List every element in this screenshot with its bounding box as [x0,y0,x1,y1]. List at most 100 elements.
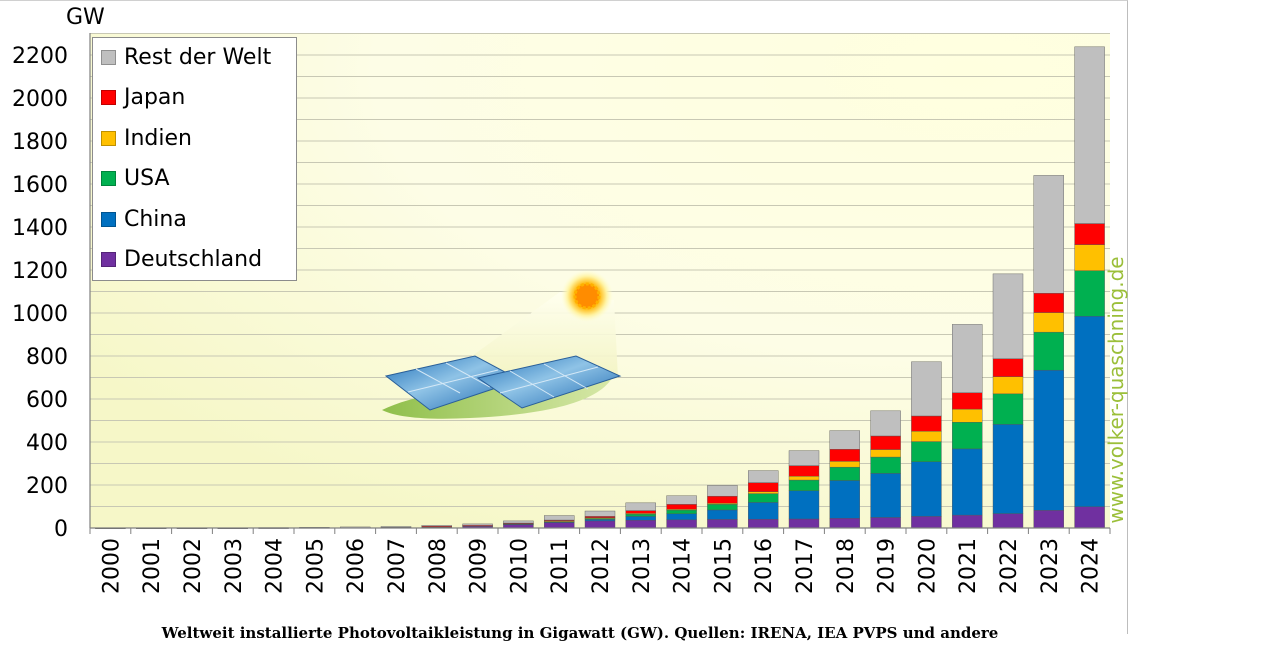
bar-rest-der-welt-2007 [380,526,412,528]
bar-rest-der-welt-2012 [584,510,616,517]
legend-item-usa: USA [101,163,170,193]
bar-rest-der-welt-2024 [1074,46,1105,224]
bar-usa-2024 [1074,270,1105,317]
x-tick-label: 2010 [507,538,532,594]
x-tick-label: 2006 [344,538,369,594]
bar-rest-der-welt-2016 [748,470,779,483]
legend-swatch-china [101,211,116,227]
y-tick-label: 2200 [12,44,68,69]
bar-deutschland-2011 [544,522,575,529]
legend-swatch-japan [101,89,116,105]
bar-deutschland-2016 [748,518,779,529]
x-tick-label: 2020 [915,538,940,594]
bar-usa-2018 [829,466,860,481]
x-tick-label: 2017 [793,538,818,594]
bar-china-2023 [1033,369,1065,511]
bar-usa-2021 [952,422,983,450]
bar-japan-2024 [1074,223,1105,245]
bar-usa-2017 [788,479,820,492]
bar-stack-2018 [829,430,860,529]
watermark-url: www.volker-quaschning.de [1104,256,1128,524]
bar-indien-2022 [992,376,1024,395]
legend-label-japan: Japan [124,84,186,110]
bar-usa-2016 [748,493,779,503]
bar-stack-2020 [911,361,942,529]
y-tick-label: 0 [54,517,68,542]
legend-swatch-rest-der-welt [101,49,116,65]
bar-rest-der-welt-2011 [544,515,575,521]
y-tick-label: 1000 [12,302,68,327]
bar-indien-2018 [829,461,860,468]
bar-china-2016 [748,502,779,520]
bar-rest-der-welt-2017 [788,450,820,466]
bar-japan-2019 [870,435,901,450]
bar-usa-2019 [870,456,901,474]
chart-caption: Weltweit installierte Photovoltaikleistu… [161,624,999,642]
bar-rest-der-welt-2020 [911,361,942,417]
bar-china-2015 [707,509,738,520]
bar-stack-2019 [870,410,901,529]
bar-china-2017 [788,490,820,520]
bar-japan-2016 [748,482,779,492]
legend-swatch-indien [101,130,116,146]
bar-deutschland-2023 [1033,510,1065,529]
bar-stack-2013 [625,502,656,529]
legend-swatch-deutschland [101,251,116,267]
legend-label-rest-der-welt: Rest der Welt [124,44,272,70]
bar-rest-der-welt-2013 [625,502,656,511]
bar-china-2021 [952,448,983,516]
bar-indien-2020 [911,431,942,442]
y-tick-label: 1400 [12,216,68,241]
bar-china-2020 [911,461,942,517]
bar-japan-2020 [911,415,942,432]
bar-usa-2020 [911,441,942,462]
x-tick-label: 2007 [385,538,410,594]
bar-rest-der-welt-2014 [666,495,697,505]
bar-usa-2023 [1033,331,1065,371]
x-tick-label: 2000 [99,538,124,594]
legend-label-china: China [124,206,187,232]
bar-china-2012 [584,519,616,522]
bar-deutschland-2022 [992,513,1024,529]
x-tick-label: 2009 [467,538,492,594]
chart-frame [0,0,1128,634]
legend-label-usa: USA [124,165,170,191]
bar-deutschland-2018 [829,518,860,529]
x-tick-label: 2005 [303,538,328,594]
x-tick-label: 2016 [752,538,777,594]
x-tick-label: 2002 [181,538,206,594]
bar-deutschland-2021 [952,514,983,529]
legend-swatch-usa [101,170,116,186]
axes [89,33,1110,529]
bar-indien-2019 [870,449,901,458]
y-tick-label: 600 [26,388,68,413]
bar-indien-2017 [788,475,820,481]
y-tick-label: 800 [26,345,68,370]
x-tick-label: 2014 [671,538,696,594]
bar-china-2013 [625,516,656,521]
legend-item-china: China [101,204,187,234]
solar-panels-with-sun-illustration [382,270,622,419]
bar-stack-2016 [748,470,779,529]
x-tick-label: 2022 [997,538,1022,594]
bar-china-2019 [870,473,901,518]
x-tick-label: 2018 [834,538,859,594]
bar-stack-2022 [992,273,1024,529]
x-tick-label: 2011 [548,538,573,594]
bar-china-2014 [666,513,697,521]
y-axis-tick-labels: 0 200 400 600 800 1000 1200 1400 1600 1800 2000 220… [12,44,68,542]
bar-deutschland-2012 [584,520,616,529]
bar-usa-2015 [707,504,738,511]
bar-japan-2023 [1033,293,1065,313]
y-tick-label: 200 [26,474,68,499]
bar-stack-2014 [666,495,697,529]
y-tick-label: 1200 [12,259,68,284]
x-tick-label: 2024 [1079,538,1104,594]
bar-indien-2016 [748,491,779,494]
x-tick-label: 2013 [630,538,655,594]
legend-item-japan: Japan [101,82,185,112]
x-tick-label: 2004 [263,538,288,594]
bar-stack-2008 [421,525,452,529]
bar-rest-der-welt-2019 [870,410,901,437]
bar-indien-2021 [952,408,983,423]
